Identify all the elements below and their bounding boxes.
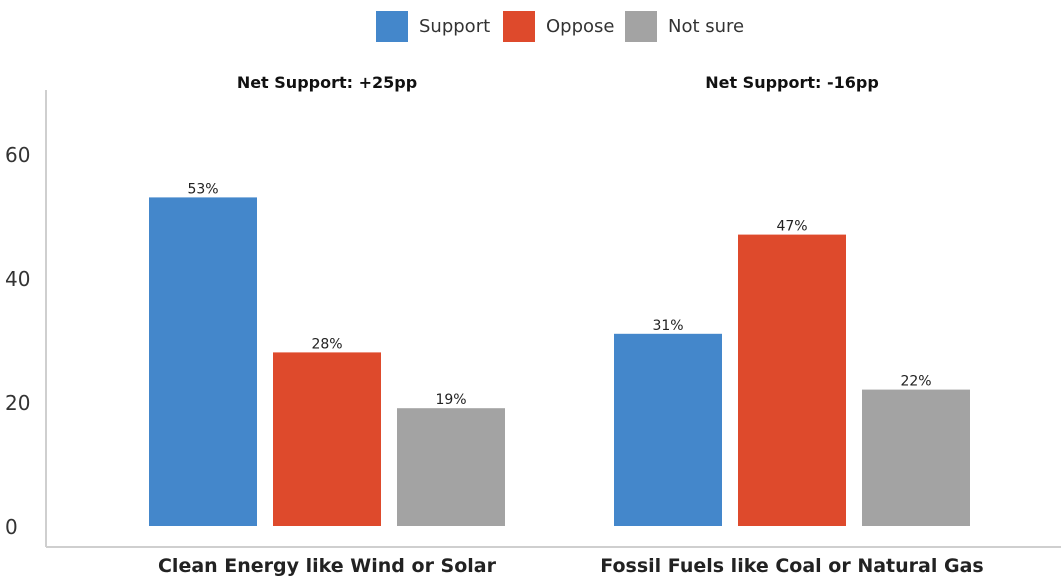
legend-swatch-oppose (503, 11, 535, 42)
bars (149, 197, 970, 526)
data-label: 28% (311, 336, 342, 352)
group-title: Net Support: +25pp (237, 73, 417, 92)
group-title: Net Support: -16pp (705, 73, 879, 92)
bar-not-sure (862, 389, 970, 526)
y-axis: 0 20 40 60 (5, 90, 1061, 548)
bar-not-sure (397, 408, 505, 526)
bar-support (614, 333, 722, 526)
bar-oppose (273, 352, 381, 526)
y-tick-label: 60 (5, 143, 30, 167)
category-label: Clean Energy like Wind or Solar (158, 555, 497, 577)
bar-oppose (738, 234, 846, 526)
bar-support (149, 197, 257, 526)
y-tick-label: 40 (5, 267, 30, 291)
data-label: 31% (652, 318, 683, 334)
data-label: 22% (900, 374, 931, 390)
legend-swatch-support (376, 11, 408, 42)
labels: 53% 28% 19% Net Support: +25pp Clean Energy … (158, 73, 984, 577)
legend-label: Oppose (546, 16, 614, 37)
legend-label: Support (419, 16, 490, 37)
data-label: 53% (187, 181, 218, 197)
legend: Support Oppose Not sure (376, 11, 744, 42)
y-tick-label: 0 (5, 515, 18, 539)
data-label: 47% (776, 219, 807, 235)
y-tick-label: 20 (5, 391, 30, 415)
category-label: Fossil Fuels like Coal or Natural Gas (600, 555, 983, 577)
legend-swatch-not-sure (625, 11, 657, 42)
data-label: 19% (435, 392, 466, 408)
legend-label: Not sure (668, 16, 744, 37)
